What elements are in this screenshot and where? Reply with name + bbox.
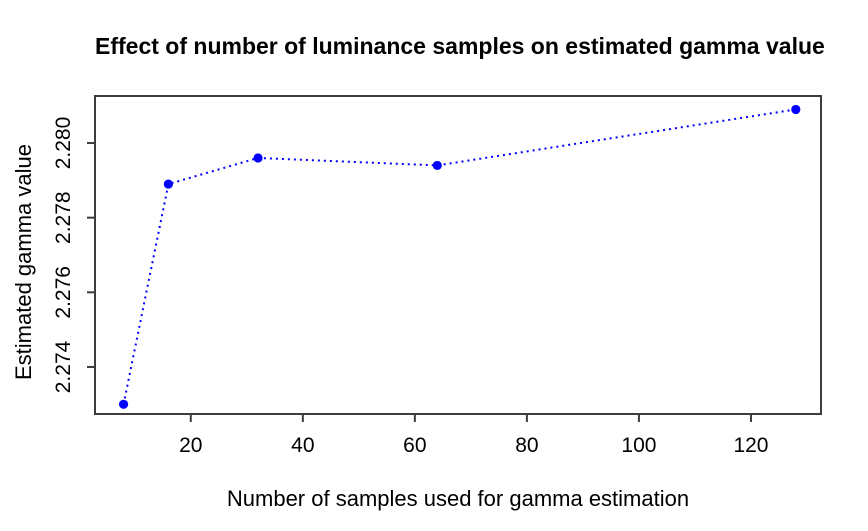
y-tick-label: 2.274 xyxy=(52,340,75,393)
x-axis-title: Number of samples used for gamma estimat… xyxy=(226,486,690,511)
y-tick-label: 2.278 xyxy=(52,191,75,244)
x-tick-label: 100 xyxy=(621,434,656,457)
data-point xyxy=(432,160,442,171)
plot-border xyxy=(94,95,822,415)
x-tick-label: 80 xyxy=(515,434,538,457)
data-point xyxy=(163,179,173,189)
x-tick-label: 60 xyxy=(403,434,426,457)
data-point xyxy=(118,399,129,409)
data-point xyxy=(791,104,801,115)
y-tick-label: 2.276 xyxy=(52,266,75,319)
data-series-line xyxy=(122,108,796,405)
x-tick-label: 20 xyxy=(179,434,202,457)
y-tick-label: 2.280 xyxy=(52,117,75,170)
data-point xyxy=(253,153,263,163)
chart-title: Effect of number of luminance samples on… xyxy=(95,33,825,59)
x-tick-label: 120 xyxy=(733,434,768,457)
x-tick-label: 40 xyxy=(291,434,314,457)
